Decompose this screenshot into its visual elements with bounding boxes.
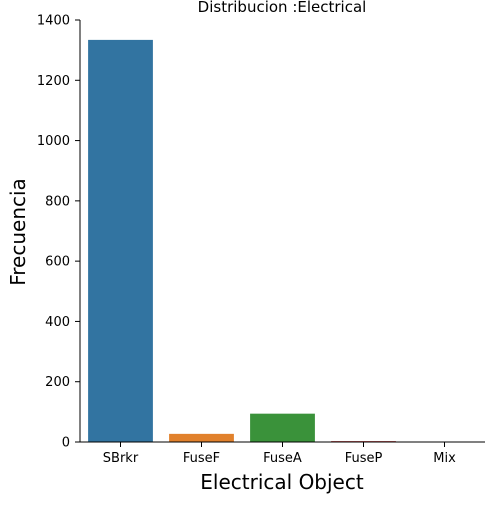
y-tick-label: 1400	[37, 14, 70, 29]
y-axis-label: Frecuencia	[6, 178, 30, 286]
chart-title: Distribucion :Electrical	[198, 0, 367, 16]
y-tick-label: 400	[45, 315, 70, 330]
y-tick-label: 800	[45, 194, 70, 209]
x-axis-label: Electrical Object	[200, 470, 364, 494]
x-tick-label: FuseF	[183, 451, 220, 466]
bars-group	[88, 40, 477, 442]
x-tick-label: FuseA	[263, 451, 302, 466]
x-tick-label: Mix	[433, 451, 456, 466]
bar-fusef	[169, 434, 234, 442]
y-tick-label: 0	[62, 436, 70, 451]
y-tick-label: 600	[45, 255, 70, 270]
x-axis: SBrkr FuseF FuseA FuseP Mix	[80, 442, 485, 466]
y-tick-label: 1200	[37, 74, 70, 89]
x-tick-label: SBrkr	[103, 451, 139, 466]
bar-sbrkr	[88, 40, 153, 442]
y-tick-label: 1000	[37, 134, 70, 149]
bar-fusea	[250, 414, 315, 442]
y-tick-label: 200	[45, 375, 70, 390]
y-axis: 0 200 400 600 800 1000 1200 1400	[37, 14, 80, 451]
x-tick-label: FuseP	[345, 451, 383, 466]
